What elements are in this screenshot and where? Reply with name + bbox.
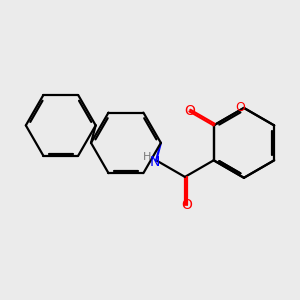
Text: H: H bbox=[143, 152, 152, 162]
Text: O: O bbox=[235, 101, 245, 114]
Text: O: O bbox=[185, 104, 196, 118]
Text: N: N bbox=[149, 155, 160, 169]
Text: O: O bbox=[181, 198, 192, 212]
